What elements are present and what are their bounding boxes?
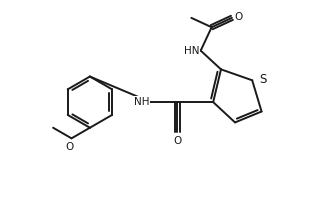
Text: O: O	[173, 136, 181, 146]
Text: S: S	[259, 73, 267, 86]
Text: O: O	[65, 142, 73, 152]
Text: O: O	[235, 12, 243, 22]
Text: NH: NH	[134, 97, 149, 107]
Text: HN: HN	[184, 46, 199, 56]
